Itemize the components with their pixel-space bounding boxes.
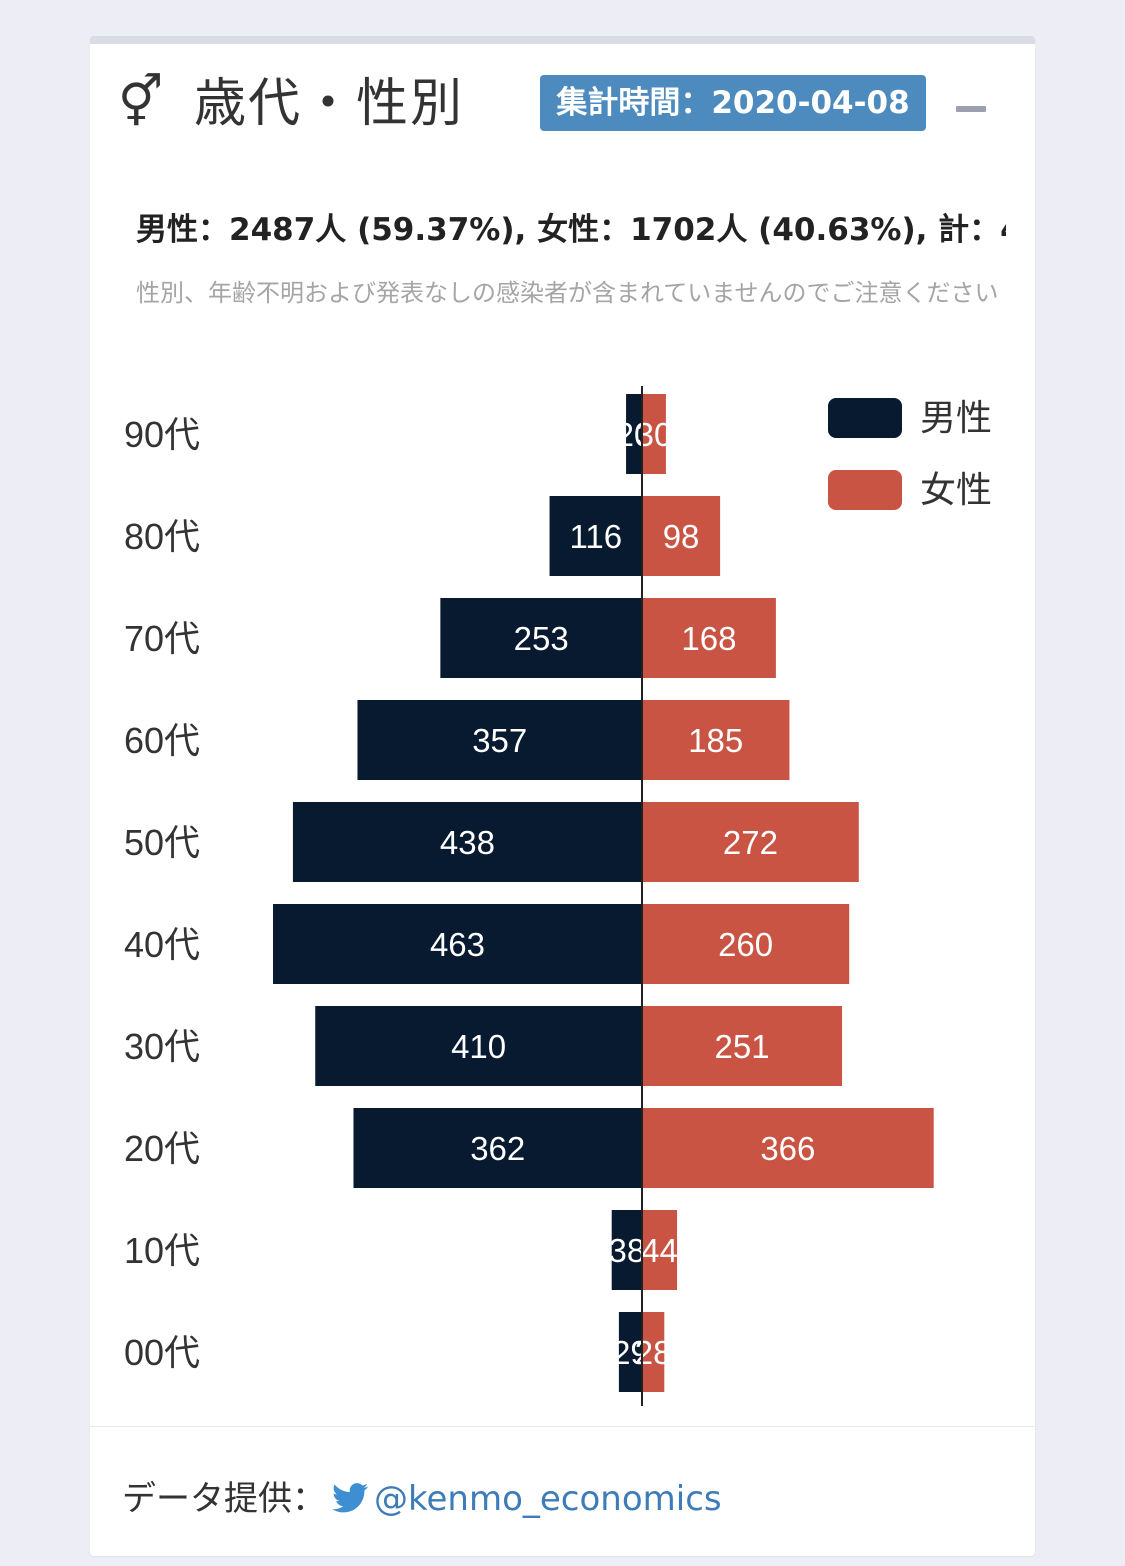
male-value-label: 253 (514, 620, 569, 657)
female-value-label: 272 (723, 824, 778, 861)
female-bar (642, 1108, 934, 1188)
male-bar (357, 700, 642, 780)
female-value-label: 251 (714, 1028, 769, 1065)
aggregation-date-badge: 集計時間：2020-04-08 (540, 75, 926, 131)
male-bar (315, 1006, 642, 1086)
category-label: 20代 (124, 1128, 200, 1169)
legend-label-female: 女性 (920, 469, 992, 510)
male-bar (440, 598, 642, 678)
minus-icon (956, 106, 986, 112)
female-value-label: 366 (760, 1130, 815, 1167)
legend-swatch-female (828, 470, 902, 510)
female-value-label: 44 (641, 1232, 678, 1269)
female-bar (642, 700, 790, 780)
male-value-label: 463 (430, 926, 485, 963)
female-bar (642, 394, 666, 474)
female-bar (642, 598, 776, 678)
badge-date: 2020-04-08 (711, 85, 910, 121)
footer-divider (90, 1426, 1035, 1427)
summary-text: 男性：2487人 (59.37%), 女性：1702人 (40.63%), 計：… (136, 212, 1006, 248)
age-gender-card: ⚥ 歳代・性別 集計時間：2020-04-08 男性：2487人 (59.37%… (90, 36, 1035, 1556)
male-bar (292, 802, 642, 882)
footer-label: データ提供： (122, 1479, 326, 1519)
female-bar (642, 904, 850, 984)
category-label: 50代 (124, 822, 200, 863)
twitter-icon (332, 1482, 368, 1512)
female-bar (642, 496, 721, 576)
category-label: 40代 (124, 924, 200, 965)
female-bar (642, 1210, 678, 1290)
male-bar (353, 1108, 642, 1188)
category-label: 10代 (124, 1230, 200, 1271)
category-label: 60代 (124, 720, 200, 761)
card-footer: データ提供： @kenmo_economics (122, 1472, 722, 1526)
female-value-label: 185 (688, 722, 743, 759)
female-bar (642, 1312, 665, 1392)
male-value-label: 410 (451, 1028, 506, 1065)
collapse-button[interactable] (954, 92, 988, 126)
female-bar (642, 1006, 843, 1086)
badge-label: 集計時間： (556, 85, 712, 121)
female-bar (642, 802, 859, 882)
category-label: 90代 (124, 414, 200, 455)
male-value-label: 116 (569, 518, 622, 555)
card-header: ⚥ 歳代・性別 集計時間：2020-04-08 (90, 44, 1035, 154)
male-bar (626, 394, 642, 474)
female-value-label: 28 (635, 1334, 672, 1371)
male-bar (549, 496, 642, 576)
card-title: 歳代・性別 (194, 74, 465, 134)
male-value-label: 362 (470, 1130, 525, 1167)
category-label: 70代 (124, 618, 200, 659)
male-value-label: 38 (608, 1232, 645, 1269)
category-label: 00代 (124, 1332, 200, 1373)
male-bar (272, 904, 642, 984)
male-value-label: 357 (472, 722, 527, 759)
female-value-label: 98 (663, 518, 700, 555)
note-text: 性別、年齢不明および発表なしの感染者が含まれていませんのでご注意ください (136, 279, 999, 307)
legend-swatch-male (828, 398, 902, 438)
male-value-label: 438 (440, 824, 495, 861)
legend-label-male: 男性 (920, 397, 992, 438)
category-label: 30代 (124, 1026, 200, 1067)
female-value-label: 168 (681, 620, 736, 657)
female-value-label: 260 (718, 926, 773, 963)
male-bar (611, 1210, 642, 1290)
category-label: 80代 (124, 516, 200, 557)
male-bar (618, 1312, 642, 1392)
credit-link[interactable]: @kenmo_economics (374, 1479, 722, 1519)
gender-icon: ⚥ (118, 73, 164, 131)
